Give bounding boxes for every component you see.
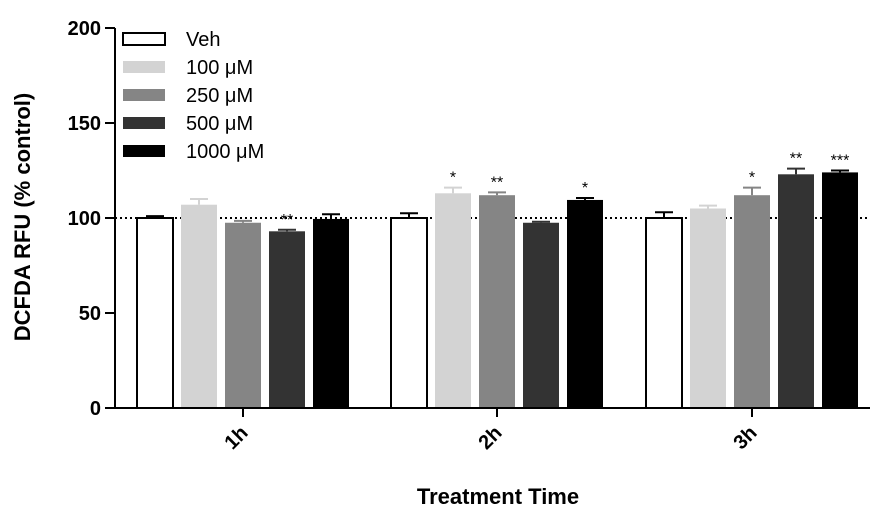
legend-label: 1000 μM bbox=[186, 141, 264, 163]
x-tick-label: 2h bbox=[474, 422, 506, 454]
legend-label: Veh bbox=[186, 29, 220, 51]
legend-label: 500 μM bbox=[186, 113, 253, 135]
significance-label: * bbox=[450, 170, 456, 187]
legend-swatch bbox=[122, 32, 166, 46]
bar-3h-250uM bbox=[734, 195, 770, 408]
y-tick-label: 150 bbox=[68, 113, 101, 135]
significance-label: ** bbox=[491, 174, 503, 191]
y-tick-label: 200 bbox=[68, 18, 101, 40]
y-tick-label: 0 bbox=[90, 398, 101, 420]
bar-2h-250uM bbox=[479, 195, 515, 408]
bar-3h-100uM bbox=[690, 208, 726, 408]
bar-3h-500uM bbox=[778, 174, 814, 408]
x-tick-label: 3h bbox=[729, 422, 761, 454]
bar-2h-1000uM bbox=[567, 199, 603, 408]
bar-3h-1000uM bbox=[822, 172, 858, 408]
y-tick-label: 100 bbox=[68, 208, 101, 230]
significance-label: * bbox=[582, 180, 588, 197]
y-axis-title: DCFDA RFU (% control) bbox=[10, 93, 35, 342]
legend-label: 250 μM bbox=[186, 85, 253, 107]
bar-1h-Veh bbox=[136, 217, 174, 409]
x-tick-label: 1h bbox=[220, 422, 252, 454]
significance-label: ** bbox=[281, 212, 293, 229]
legend-label: 100 μM bbox=[186, 57, 253, 79]
significance-label: ** bbox=[790, 151, 802, 168]
legend-swatch bbox=[123, 61, 165, 73]
bar-2h-500uM bbox=[523, 222, 559, 408]
bar-1h-1000uM bbox=[313, 218, 349, 408]
bar-2h-Veh bbox=[390, 217, 428, 409]
bar-1h-500uM bbox=[269, 231, 305, 408]
legend-swatch bbox=[123, 89, 165, 101]
bar-1h-250uM bbox=[225, 222, 261, 408]
legend-swatch bbox=[123, 145, 165, 157]
x-axis-title: Treatment Time bbox=[417, 484, 579, 509]
significance-label: * bbox=[749, 170, 755, 187]
bar-1h-100uM bbox=[181, 204, 217, 408]
bar-3h-Veh bbox=[645, 217, 683, 409]
legend-swatch bbox=[123, 117, 165, 129]
y-tick-label: 50 bbox=[79, 303, 101, 325]
significance-label: *** bbox=[831, 153, 850, 170]
bar-2h-100uM bbox=[435, 193, 471, 408]
